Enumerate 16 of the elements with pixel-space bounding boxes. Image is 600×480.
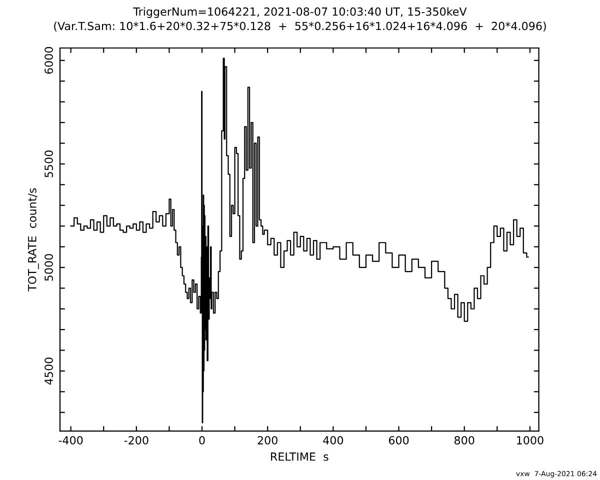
x-axis-title: RELTIME s <box>271 452 328 461</box>
chart-title: TriggerNum=1064221, 2021-08-07 10:03:40 UT, 15-350keV <box>133 7 467 18</box>
x-tick-label: -400 <box>58 436 83 444</box>
y-tick-label: 4500 <box>44 358 53 385</box>
y-tick-label: 6000 <box>44 47 53 74</box>
x-tick-label: 200 <box>258 436 278 444</box>
x-tick-label: 600 <box>388 436 409 444</box>
y-tick-label: 5000 <box>44 254 53 281</box>
x-tick-label: 800 <box>454 436 474 444</box>
x-tick-label: 1000 <box>517 436 544 444</box>
x-tick-label: -200 <box>124 436 148 444</box>
y-tick-label: 5500 <box>44 150 53 178</box>
x-tick-label: 400 <box>323 436 344 444</box>
x-tick-label: 0 <box>199 436 205 444</box>
y-axis-title: TOT_RATE count/s <box>28 188 39 292</box>
chart-subtitle: (Var.T.Sam: 10*1.6+20*0.32+75*0.128 + 55*0.256+16*1.024+16*4.096 + 20*4.096) <box>54 22 546 32</box>
